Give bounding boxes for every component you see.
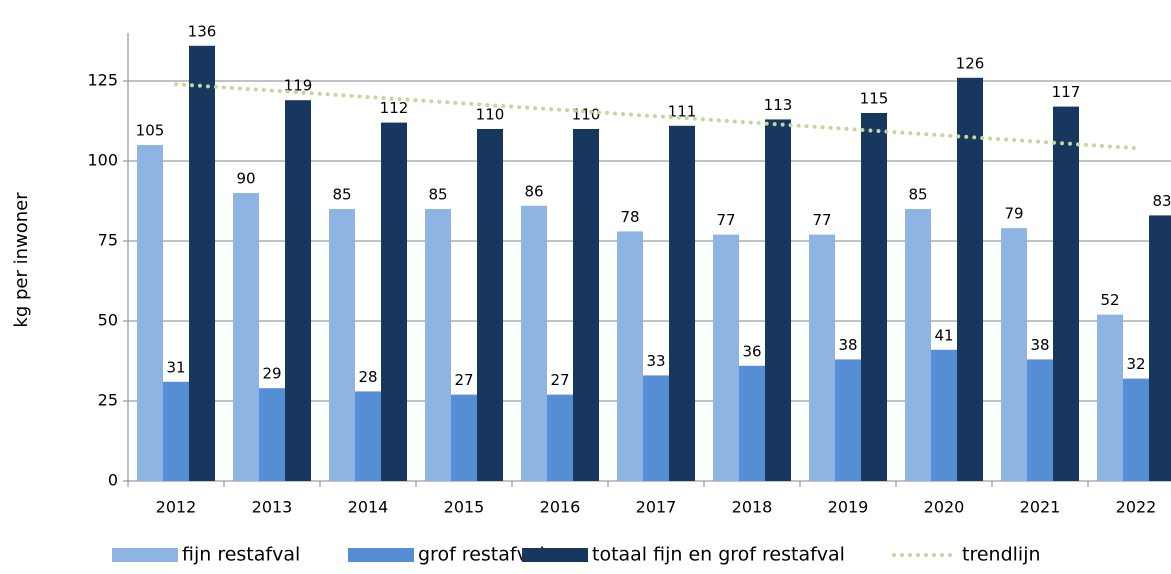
- x-tick-label: 2018: [732, 498, 773, 517]
- bar: [1053, 106, 1079, 481]
- legend-label: fijn restafval: [182, 544, 300, 566]
- bar: [1123, 378, 1149, 481]
- bar: [189, 45, 215, 482]
- x-tick-label: 2017: [636, 498, 677, 517]
- data-label: 136: [188, 22, 217, 40]
- data-label: 110: [476, 106, 505, 124]
- bar: [1001, 228, 1027, 481]
- data-label: 111: [668, 102, 697, 120]
- bar: [329, 209, 355, 481]
- x-tick-label: 2016: [540, 498, 581, 517]
- y-tick-label: 50: [98, 311, 118, 330]
- x-tick-label: 2019: [828, 498, 869, 517]
- legend-swatch: [522, 548, 588, 562]
- bar: [451, 394, 477, 481]
- legend-swatch: [348, 548, 414, 562]
- bar: [355, 391, 381, 481]
- bar: [233, 193, 259, 481]
- data-label: 78: [620, 208, 639, 226]
- x-tick-label: 2021: [1020, 498, 1061, 517]
- data-label: 112: [380, 99, 409, 117]
- data-label: 28: [358, 368, 377, 386]
- bar: [905, 209, 931, 481]
- trend-line: [174, 82, 1138, 151]
- legend-label: totaal fijn en grof restafval: [592, 544, 845, 566]
- data-label: 77: [716, 211, 735, 229]
- data-label: 113: [764, 96, 793, 114]
- data-label: 31: [166, 358, 185, 376]
- data-label: 52: [1100, 291, 1119, 309]
- data-label: 86: [524, 182, 543, 200]
- y-tick-label: 75: [98, 231, 118, 250]
- data-label: 85: [908, 186, 927, 204]
- data-label: 36: [742, 342, 761, 360]
- data-label: 79: [1004, 205, 1023, 223]
- x-tick-label: 2015: [444, 498, 485, 517]
- bar: [259, 388, 285, 481]
- data-label: 33: [646, 352, 665, 370]
- bar: [957, 77, 983, 482]
- bar: [381, 122, 407, 481]
- data-label: 38: [1030, 336, 1049, 354]
- bar: [547, 394, 573, 481]
- legend-label: trendlijn: [962, 544, 1041, 566]
- data-label: 119: [284, 77, 313, 95]
- bar: [1149, 215, 1171, 481]
- data-label: 41: [934, 326, 953, 344]
- y-tick-label: 100: [87, 151, 118, 170]
- bar: [1097, 314, 1123, 481]
- bar: [739, 365, 765, 481]
- bar: [521, 205, 547, 482]
- y-tick-label: 0: [108, 471, 118, 490]
- bar: [835, 359, 861, 481]
- x-tick-label: 2013: [252, 498, 293, 517]
- legend-label: grof restafval: [418, 544, 545, 566]
- bar: [809, 234, 835, 481]
- bar: [163, 381, 189, 481]
- data-label: 110: [572, 106, 601, 124]
- bar: [137, 145, 163, 481]
- x-tick-label: 2020: [924, 498, 965, 517]
- data-label: 117: [1052, 83, 1081, 101]
- data-label: 126: [956, 54, 985, 72]
- y-tick-label: 125: [87, 71, 118, 90]
- data-label: 105: [136, 122, 165, 140]
- data-label: 85: [428, 186, 447, 204]
- bar: [931, 349, 957, 481]
- data-label: 90: [236, 170, 255, 188]
- bar: [1027, 359, 1053, 481]
- data-label: 77: [812, 211, 831, 229]
- data-label: 27: [454, 371, 473, 389]
- bar: [643, 375, 669, 481]
- x-tick-label: 2012: [156, 498, 197, 517]
- bar: [477, 129, 503, 481]
- data-label: 85: [332, 186, 351, 204]
- data-label: 83: [1152, 192, 1171, 210]
- bar: [573, 129, 599, 481]
- bar: [617, 231, 643, 481]
- y-axis-label: kg per inwoner: [11, 192, 32, 328]
- bar: [861, 113, 887, 481]
- x-tick-label: 2022: [1116, 498, 1157, 517]
- data-label: 115: [860, 90, 889, 108]
- bar: [713, 234, 739, 481]
- bar: [669, 125, 695, 482]
- data-label: 27: [550, 371, 569, 389]
- data-label: 29: [262, 365, 281, 383]
- data-label: 32: [1126, 355, 1145, 373]
- x-tick-label: 2014: [348, 498, 389, 517]
- bar: [425, 209, 451, 481]
- data-label: 38: [838, 336, 857, 354]
- bar: [765, 119, 791, 482]
- bar: [285, 100, 311, 481]
- y-tick-label: 25: [98, 391, 118, 410]
- legend-swatch: [112, 548, 178, 562]
